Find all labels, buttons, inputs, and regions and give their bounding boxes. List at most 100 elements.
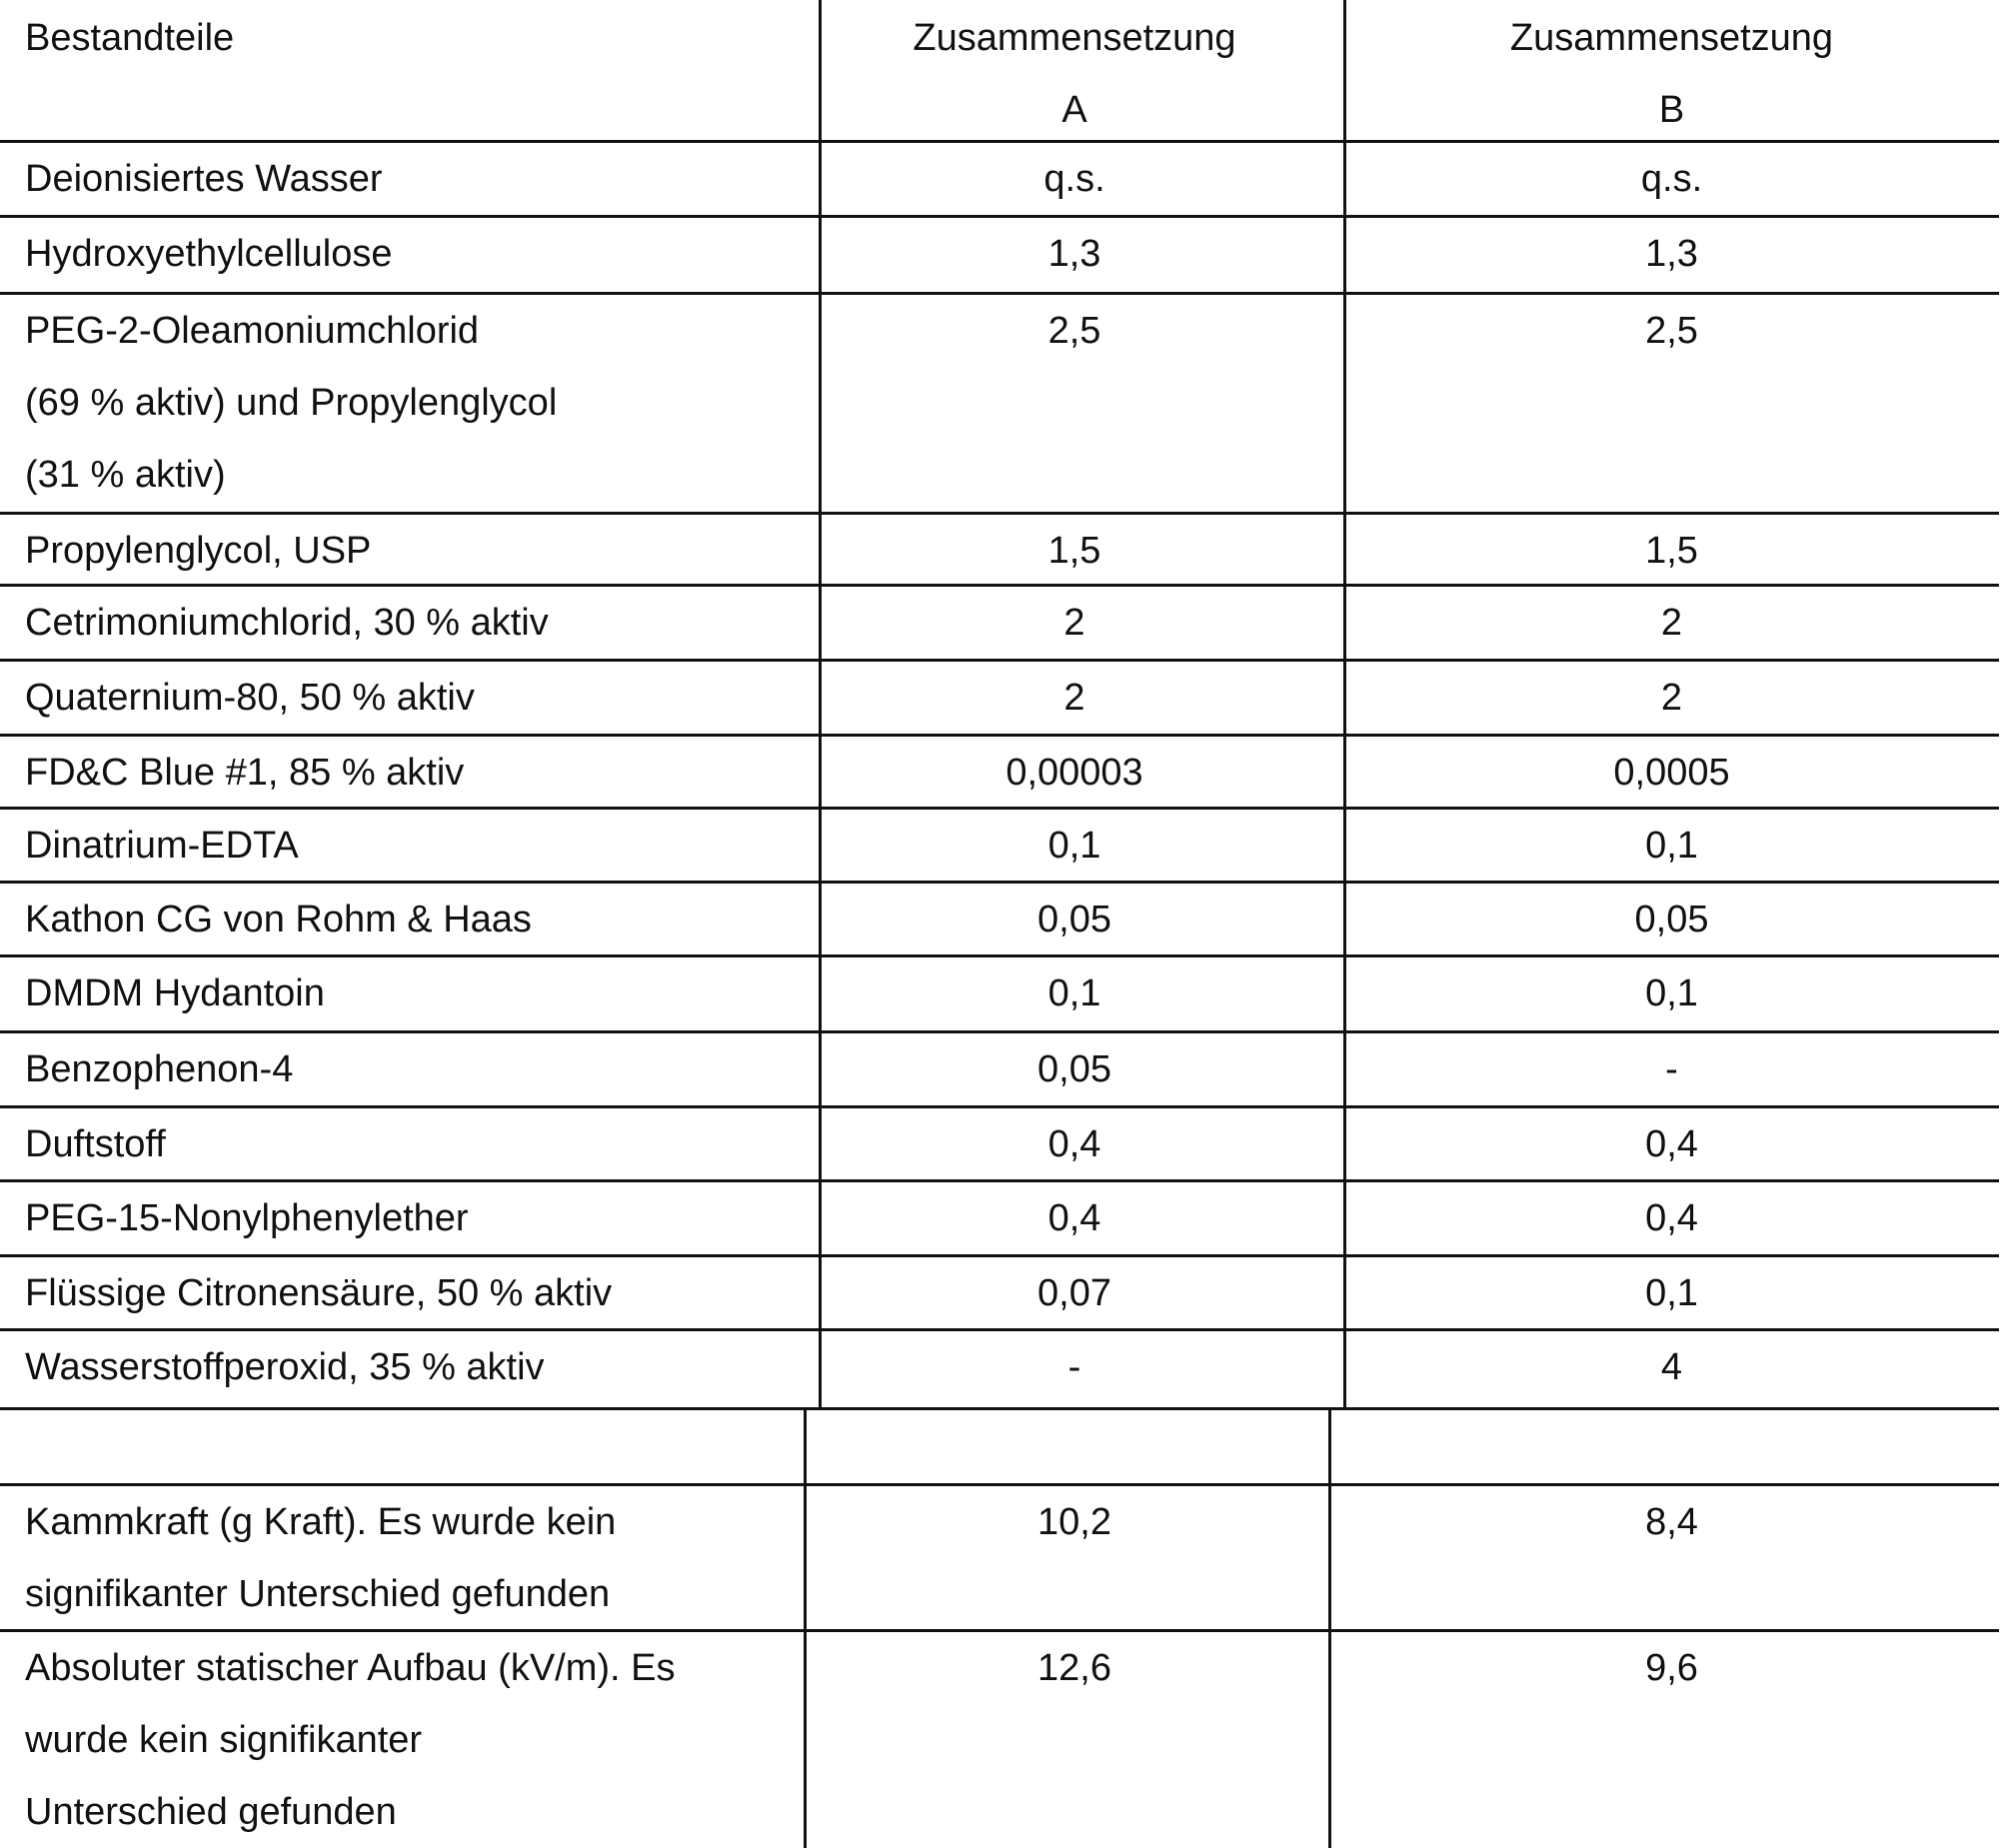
cell-text: Quaternium-80, 50 % aktiv <box>25 662 795 734</box>
table-cell: FD&C Blue #1, 85 % aktiv <box>25 737 795 809</box>
cell-text: Kammkraft (g Kraft). Es wurde kein <box>25 1486 795 1558</box>
cell-text: 0,4 <box>815 1182 1334 1254</box>
cell-text: - <box>1337 1033 2006 1105</box>
table-cell: 2 <box>815 662 1334 734</box>
table-cell: 1,5 <box>1337 515 2006 587</box>
cell-text: A <box>815 74 1334 146</box>
table-cell: 1,3 <box>815 218 1334 290</box>
table-cell: Flüssige Citronensäure, 50 % aktiv <box>25 1257 795 1329</box>
cell-text: 1,3 <box>1337 218 2006 290</box>
table-cell: Kammkraft (g Kraft). Es wurde keinsignif… <box>25 1486 795 1630</box>
table-cell: Dinatrium-EDTA <box>25 810 795 882</box>
table-cell: - <box>1337 1033 2006 1105</box>
table-cell: Absoluter statischer Aufbau (kV/m). Eswu… <box>25 1632 795 1848</box>
cell-text: Hydroxyethylcellulose <box>25 218 795 290</box>
header-cell: Bestandteile <box>25 2 795 74</box>
table-cell: Hydroxyethylcellulose <box>25 218 795 290</box>
table-cell: - <box>815 1331 1334 1403</box>
table-cell: 0,07 <box>815 1257 1334 1329</box>
table-cell: 0,05 <box>815 884 1334 955</box>
cell-text: Bestandteile <box>25 2 795 74</box>
cell-text: 0,0005 <box>1337 737 2006 809</box>
table-cell: 0,4 <box>1337 1182 2006 1254</box>
table-cell: 0,1 <box>1337 1257 2006 1329</box>
cell-text: Absoluter statischer Aufbau (kV/m). Es <box>25 1632 795 1704</box>
table-cell: Duftstoff <box>25 1108 795 1180</box>
table-cell: q.s. <box>815 143 1334 215</box>
column-divider <box>804 1409 807 1848</box>
cell-text: 9,6 <box>1337 1632 2006 1704</box>
cell-text: Benzophenon-4 <box>25 1033 795 1105</box>
cell-text: 1,3 <box>815 218 1334 290</box>
cell-text: q.s. <box>1337 143 2006 215</box>
cell-text: Propylenglycol, USP <box>25 515 795 587</box>
cell-text: 2 <box>1337 662 2006 734</box>
cell-text: Dinatrium-EDTA <box>25 810 795 882</box>
table-cell: 0,0005 <box>1337 737 2006 809</box>
cell-text: 0,00003 <box>815 737 1334 809</box>
table-cell: 2 <box>815 587 1334 659</box>
cell-text: Flüssige Citronensäure, 50 % aktiv <box>25 1257 795 1329</box>
cell-text: 2 <box>815 662 1334 734</box>
cell-text: 0,05 <box>1337 884 2006 955</box>
cell-text: 12,6 <box>815 1632 1334 1704</box>
cell-text: 0,05 <box>815 884 1334 955</box>
table-cell: 1,5 <box>815 515 1334 587</box>
table-cell: 0,1 <box>815 810 1334 882</box>
table-cell: 1,3 <box>1337 218 2006 290</box>
cell-text: 0,07 <box>815 1257 1334 1329</box>
table-cell: 0,4 <box>815 1108 1334 1180</box>
table-cell: PEG-15-Nonylphenylether <box>25 1182 795 1254</box>
cell-text: 0,1 <box>1337 1257 2006 1329</box>
header-cell: ZusammensetzungB <box>1337 2 2006 146</box>
cell-text: Wasserstoffperoxid, 35 % aktiv <box>25 1331 795 1403</box>
table-cell: 0,1 <box>1337 810 2006 882</box>
table-cell: 10,2 <box>815 1486 1334 1558</box>
cell-text: 0,1 <box>1337 810 2006 882</box>
cell-text: 0,05 <box>815 1033 1334 1105</box>
header-cell: ZusammensetzungA <box>815 2 1334 146</box>
cell-text: Zusammensetzung <box>1337 2 2006 74</box>
cell-text: 0,4 <box>815 1108 1334 1180</box>
table-cell: 8,4 <box>1337 1486 2006 1558</box>
cell-text: - <box>815 1331 1334 1403</box>
cell-text: 0,4 <box>1337 1182 2006 1254</box>
table-cell: PEG-2-Oleamoniumchlorid(69 % aktiv) und … <box>25 295 795 511</box>
table-cell: 0,4 <box>1337 1108 2006 1180</box>
cell-text: signifikanter Unterschied gefunden <box>25 1558 795 1630</box>
cell-text: (31 % aktiv) <box>25 439 795 511</box>
table-cell: 0,05 <box>1337 884 2006 955</box>
table-cell: 9,6 <box>1337 1632 2006 1704</box>
table-cell: Cetrimoniumchlorid, 30 % aktiv <box>25 587 795 659</box>
table-cell: DMDM Hydantoin <box>25 957 795 1029</box>
table-cell: Benzophenon-4 <box>25 1033 795 1105</box>
table-cell: Deionisiertes Wasser <box>25 143 795 215</box>
row-divider <box>0 1407 1999 1410</box>
table-cell: Quaternium-80, 50 % aktiv <box>25 662 795 734</box>
cell-text: wurde kein signifikanter <box>25 1704 795 1776</box>
table-cell: Kathon CG von Rohm & Haas <box>25 884 795 955</box>
cell-text: 8,4 <box>1337 1486 2006 1558</box>
cell-text: 4 <box>1337 1331 2006 1403</box>
cell-text: 0,1 <box>815 957 1334 1029</box>
cell-text: 2,5 <box>815 295 1334 367</box>
table-cell: q.s. <box>1337 143 2006 215</box>
cell-text: PEG-15-Nonylphenylether <box>25 1182 795 1254</box>
cell-text: DMDM Hydantoin <box>25 957 795 1029</box>
table-cell: 2 <box>1337 587 2006 659</box>
cell-text: 0,4 <box>1337 1108 2006 1180</box>
table-cell: 2,5 <box>815 295 1334 367</box>
column-divider <box>819 0 822 1409</box>
cell-text: Cetrimoniumchlorid, 30 % aktiv <box>25 587 795 659</box>
table-cell: 2 <box>1337 662 2006 734</box>
table-cell: 2,5 <box>1337 295 2006 367</box>
cell-text: Deionisiertes Wasser <box>25 143 795 215</box>
table-cell: Wasserstoffperoxid, 35 % aktiv <box>25 1331 795 1403</box>
cell-text: B <box>1337 74 2006 146</box>
table-cell: Propylenglycol, USP <box>25 515 795 587</box>
cell-text: (69 % aktiv) und Propylenglycol <box>25 367 795 439</box>
cell-text: 0,1 <box>1337 957 2006 1029</box>
cell-text: 10,2 <box>815 1486 1334 1558</box>
cell-text: Kathon CG von Rohm & Haas <box>25 884 795 955</box>
